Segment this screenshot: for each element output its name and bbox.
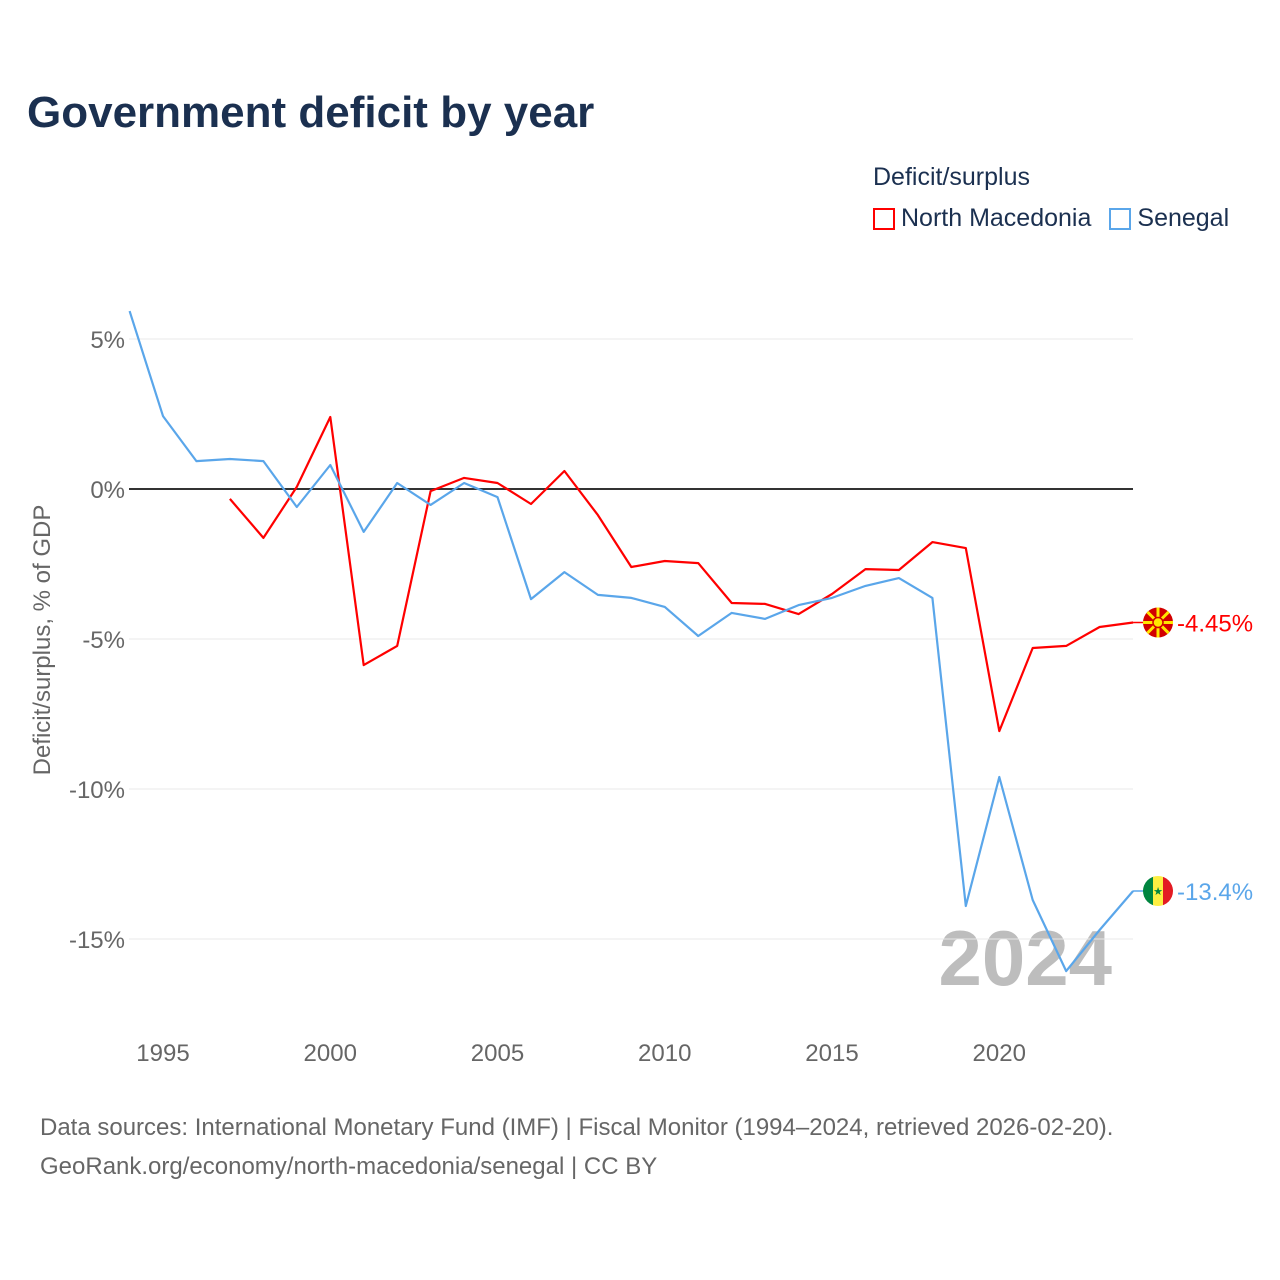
legend: North Macedonia Senegal xyxy=(873,204,1229,233)
legend-swatch-senegal xyxy=(1109,207,1132,230)
series-line-senegal xyxy=(128,310,1134,973)
legend-item-senegal[interactable]: Senegal xyxy=(1109,204,1229,233)
y-tick-label: -10% xyxy=(69,777,125,804)
x-tick-label: 2015 xyxy=(805,1040,858,1067)
flag-sun xyxy=(1152,616,1164,629)
chart-title: Government deficit by year xyxy=(27,88,595,137)
legend-title: Deficit/surplus xyxy=(873,163,1030,191)
y-tick-label: 0% xyxy=(90,477,125,504)
x-tick-label: 2005 xyxy=(471,1040,524,1067)
source-note: Data sources: International Monetary Fun… xyxy=(40,1108,1113,1186)
source-line-1: Data sources: International Monetary Fun… xyxy=(40,1114,1114,1141)
senegal-flag-icon xyxy=(1143,876,1173,906)
y-tick-label: -5% xyxy=(82,627,125,654)
source-line-2[interactable]: GeoRank.org/economy/north-macedonia/sene… xyxy=(40,1153,658,1180)
end-value-label: -13.4% xyxy=(1177,879,1253,906)
x-tick-label: 1995 xyxy=(136,1040,189,1067)
legend-label: North Macedonia xyxy=(901,204,1092,232)
year-watermark: 2024 xyxy=(938,914,1112,1002)
end-value-label: -4.45% xyxy=(1177,611,1253,638)
legend-swatch-north-macedonia xyxy=(873,207,895,230)
y-tick-label: 5% xyxy=(90,327,125,354)
y-axis-label: Deficit/surplus, % of GDP xyxy=(29,505,56,776)
flag-star: ★ xyxy=(1153,886,1163,898)
y-tick-label: -15% xyxy=(69,927,125,954)
legend-label: Senegal xyxy=(1137,204,1230,232)
x-tick-label: 2010 xyxy=(638,1040,691,1067)
x-tick-label: 2000 xyxy=(304,1040,357,1067)
x-tick-label: 2020 xyxy=(973,1040,1026,1067)
legend-item-north-macedonia[interactable]: North Macedonia xyxy=(873,204,1091,233)
series-line-north-macedonia xyxy=(229,415,1134,733)
